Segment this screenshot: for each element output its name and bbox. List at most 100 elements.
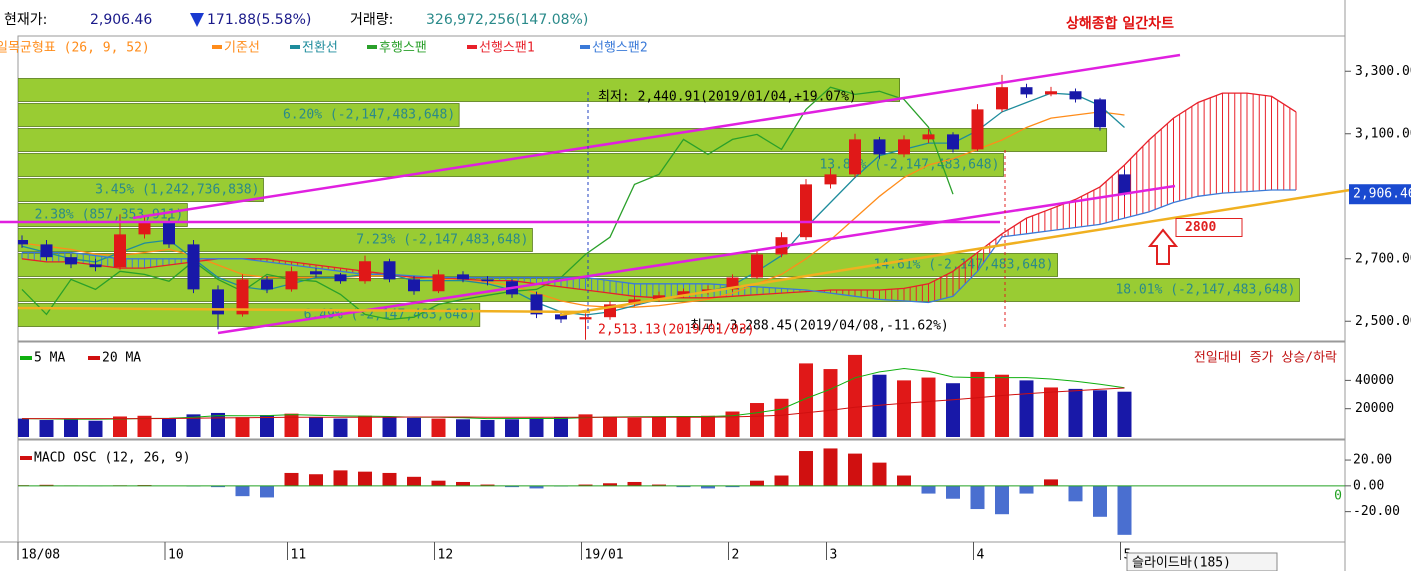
legend-swatch xyxy=(367,45,377,49)
macd-bar xyxy=(701,485,715,489)
macd-bar xyxy=(897,475,911,486)
macd-bar xyxy=(382,472,397,486)
legend-swatch xyxy=(20,356,32,360)
candle-body xyxy=(285,271,298,290)
ichimoku-line xyxy=(22,189,1296,304)
volume-bar xyxy=(1117,391,1132,437)
volume-bar xyxy=(750,403,764,437)
target-label: 2800 xyxy=(1185,220,1216,235)
macd-bar xyxy=(750,480,764,486)
volume-bar xyxy=(333,418,348,437)
candle-body xyxy=(310,271,322,275)
volume-bar xyxy=(64,419,78,437)
profile-bar xyxy=(18,178,264,202)
scrollbar[interactable] xyxy=(1126,552,1278,571)
legend-label: 기준선 xyxy=(224,41,260,56)
macd-bar xyxy=(652,484,666,486)
candle-body xyxy=(89,264,102,268)
volume: 326,972,256(147.08%) xyxy=(426,12,588,28)
legend-label: 후행스팬 xyxy=(379,40,427,56)
candle-body xyxy=(1118,174,1131,195)
candle-body xyxy=(947,134,959,150)
legend-label: MACD OSC (12, 26, 9) xyxy=(34,451,191,466)
macd-bar xyxy=(260,485,274,498)
macd-bar xyxy=(456,481,470,486)
volume-bar xyxy=(529,417,544,437)
candle-body xyxy=(653,295,665,300)
annotation: 최고: 3,288.45(2019/04/08,-11.62%) xyxy=(690,319,949,334)
macd-bar xyxy=(921,485,936,494)
macd-bar xyxy=(529,485,544,489)
macd-bar xyxy=(799,451,813,486)
indicator-label: 일목균형표 (26, 9, 52) xyxy=(0,41,150,56)
volume-bar xyxy=(995,374,1009,437)
volume-bar xyxy=(431,418,446,437)
x-tick-label: 3 xyxy=(830,548,838,563)
trendline xyxy=(17,306,591,314)
volume-bar xyxy=(137,415,152,437)
panel-note: 전일대비 증가 상승/하락 xyxy=(1194,351,1337,366)
macd-bar xyxy=(284,472,299,486)
profile-bar xyxy=(18,153,1004,177)
volume-bar xyxy=(921,377,936,437)
profile-bar xyxy=(18,103,460,127)
candle-body xyxy=(530,294,543,315)
candle-body xyxy=(408,279,420,292)
volume-bar xyxy=(186,414,201,437)
y-tick-label: 20000 xyxy=(1355,401,1394,416)
macd-bar xyxy=(970,485,985,510)
macd-plot xyxy=(18,448,1345,535)
volume-bar xyxy=(578,414,593,437)
volume-label: 거래량: xyxy=(350,12,393,28)
trendline xyxy=(217,184,1176,335)
legend-label: 20 MA xyxy=(102,351,141,366)
x-tick-label: 4 xyxy=(977,548,985,563)
current-price-label: 2,906.46 xyxy=(1353,187,1411,202)
volume-bar xyxy=(603,416,617,437)
volume-bar xyxy=(554,417,568,437)
zero-label: 0 xyxy=(1334,488,1342,503)
macd-bar xyxy=(235,485,250,497)
legend-swatch xyxy=(290,45,300,49)
macd-bar xyxy=(431,480,446,486)
candle-body xyxy=(1045,91,1057,95)
candle-body xyxy=(898,139,910,155)
candle-body xyxy=(579,317,592,320)
profile-label: 6.20% (-2,147,483,648) xyxy=(283,108,455,123)
legend-swatch xyxy=(20,456,32,460)
target-box xyxy=(1175,218,1243,237)
volume-bar xyxy=(235,417,250,437)
volume-bar xyxy=(897,380,911,437)
price-overlay: 2800 최저: 2,440.91(2019/01/04,+19.07%) 최고: … xyxy=(0,53,1351,338)
volume-bar xyxy=(823,369,838,437)
macd-bar xyxy=(39,484,54,486)
candle-body xyxy=(628,299,641,305)
macd-bar xyxy=(603,483,617,486)
volume-bar xyxy=(480,420,495,437)
axes: 3,300.00 3,100.00 2,700.00 2,500.00 2,906.46… xyxy=(17,64,1411,563)
macd-panel xyxy=(17,439,1346,543)
volume-bar xyxy=(309,417,323,437)
candle-body xyxy=(432,274,445,292)
candle-body xyxy=(922,134,935,140)
y-tick-label: 2,700.00 xyxy=(1355,251,1411,266)
volume-bar xyxy=(676,416,691,437)
macd-bar xyxy=(872,462,887,486)
macd-bar xyxy=(407,476,421,486)
y-tick-label: 2,500.00 xyxy=(1355,314,1411,329)
candle-body xyxy=(481,279,494,282)
legend-label: 선행스팬1 xyxy=(479,40,535,56)
macd-bar xyxy=(823,448,838,486)
x-tick-label: 19/01 xyxy=(585,548,624,563)
profile-bar xyxy=(18,128,1108,152)
candle-body xyxy=(383,261,396,280)
price: 2,906.46 xyxy=(90,12,152,28)
trendline xyxy=(559,188,1351,317)
volume-bar xyxy=(848,354,862,437)
candle-body xyxy=(18,240,28,245)
volume-bar xyxy=(39,420,54,437)
macd-bar xyxy=(1093,485,1107,517)
macd-bar xyxy=(358,471,372,486)
candle-body xyxy=(212,289,224,315)
